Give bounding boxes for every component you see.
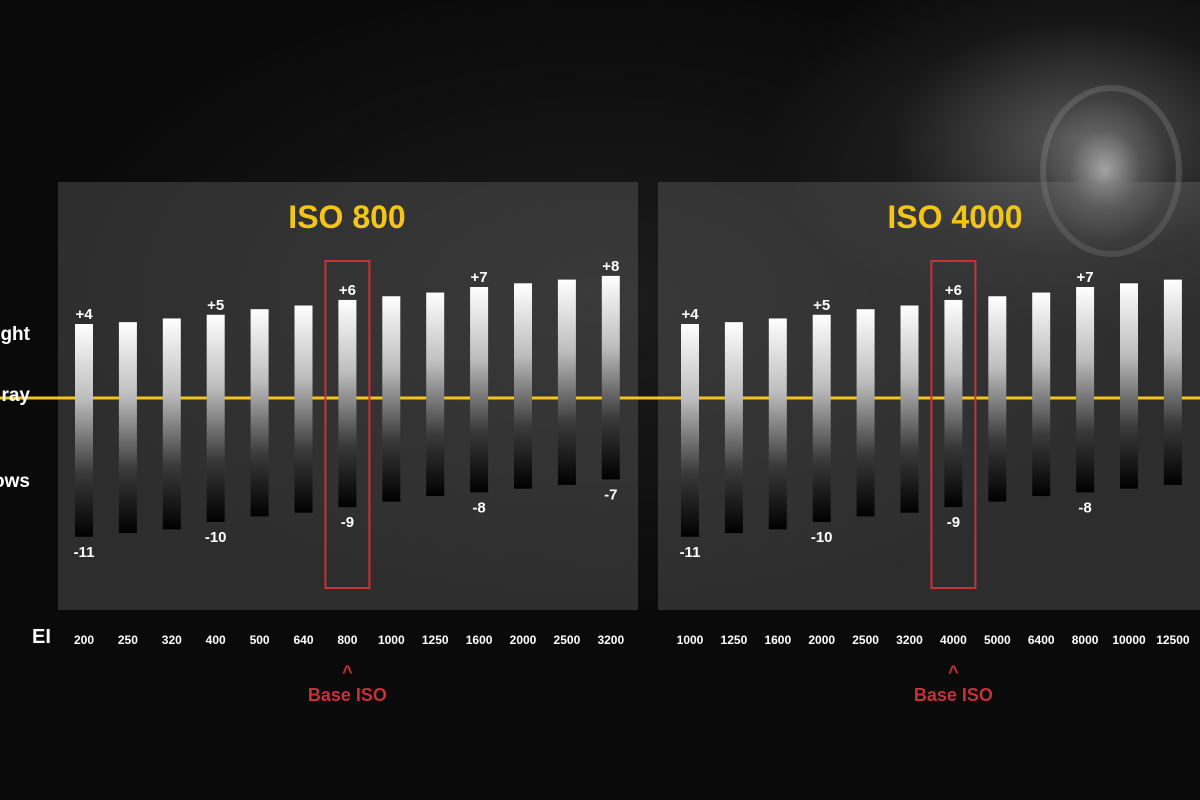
stops-above-label: +7 [471,269,488,286]
exposure-bar [206,314,225,522]
stops-above-label: +4 [75,306,93,323]
stops-above-label: +7 [1077,269,1094,286]
ei-tick-label: 1250 [721,633,748,647]
exposure-bar [900,305,919,513]
ei-tick-label: 1000 [677,633,704,647]
stops-below-label: -7 [604,486,617,503]
stops-below-label: -9 [341,514,354,531]
ei-tick-label: 500 [250,633,270,647]
ei-axis-label: EI [32,626,51,648]
ei-tick-label: 2500 [554,633,581,647]
exposure-bar [338,299,357,508]
highlight-axis-label: ght [0,324,30,345]
ei-tick-label: 1600 [466,633,493,647]
exposure-bar [75,324,93,537]
stops-below-label: -8 [1078,499,1091,516]
ei-tick-label: 8000 [1072,633,1099,647]
exposure-bar [768,318,787,530]
ei-tick-label: 10000 [1112,633,1146,647]
chart-title: ISO 4000 [887,199,1022,235]
exposure-bar [944,299,963,508]
exposure-bar [1076,287,1095,493]
exposure-bar [988,296,1007,502]
ei-tick-label: 1250 [422,633,449,647]
ei-tick-label: 5000 [984,633,1011,647]
ei-tick-label: 250 [118,633,138,647]
middle-gray-axis-label: ray [1,385,30,406]
ei-tick-label: 800 [337,633,357,647]
base-iso-highlight-box [930,260,977,589]
stops-above-label: +6 [339,282,356,299]
exposure-bar [1163,279,1182,485]
ei-tick-label: 2500 [852,633,879,647]
stops-below-label: -11 [680,544,701,561]
ei-tick-label: 640 [293,633,313,647]
exposure-bar [162,318,181,530]
base-iso-caret-icon: ^ [948,662,959,682]
exposure-bar [724,322,743,534]
exposure-bar [812,314,831,522]
base-iso-caret-icon: ^ [342,662,353,682]
ei-tick-label: 320 [162,633,182,647]
stops-above-label: +8 [602,258,619,275]
stops-above-label: +4 [681,306,699,323]
ei-tick-label: 2000 [808,633,835,647]
chart-title: ISO 800 [288,199,405,235]
stops-below-label: -10 [205,529,227,546]
exposure-bar [250,309,269,517]
exposure-bar [557,279,576,485]
ei-tick-label: 12500 [1156,633,1190,647]
ei-tick-label: 1600 [764,633,791,647]
exposure-bar [681,324,699,537]
shadows-axis-label: ows [0,471,30,492]
stops-below-label: -8 [472,499,485,516]
exposure-bar [856,309,875,517]
exposure-bar [470,287,489,493]
exposure-bar [514,283,532,489]
base-iso-highlight-box [324,260,371,589]
exposure-bar [294,305,313,513]
ei-tick-label: 6400 [1028,633,1055,647]
base-iso-label: Base ISO [914,685,993,705]
exposure-bar [1120,283,1138,489]
ei-tick-label: 3200 [896,633,923,647]
exposure-bar [1032,292,1051,497]
ei-tick-label: 4000 [940,633,967,647]
exposure-bar [382,296,401,502]
ei-tick-label: 1000 [378,633,405,647]
stops-above-label: +6 [945,282,962,299]
stops-below-label: -10 [811,529,833,546]
stops-above-label: +5 [207,297,224,314]
ei-tick-label: 2000 [510,633,537,647]
base-iso-label: Base ISO [308,685,387,705]
stops-above-label: +5 [813,297,830,314]
stops-below-label: -11 [74,544,95,561]
ei-tick-label: 400 [206,633,226,647]
stops-below-label: -9 [947,514,960,531]
exposure-bar [118,322,137,534]
chart-panel [658,182,1200,610]
ei-tick-label: 3200 [597,633,624,647]
ei-tick-label: 200 [74,633,94,647]
exposure-bar [601,275,620,480]
exposure-bar [426,292,445,497]
